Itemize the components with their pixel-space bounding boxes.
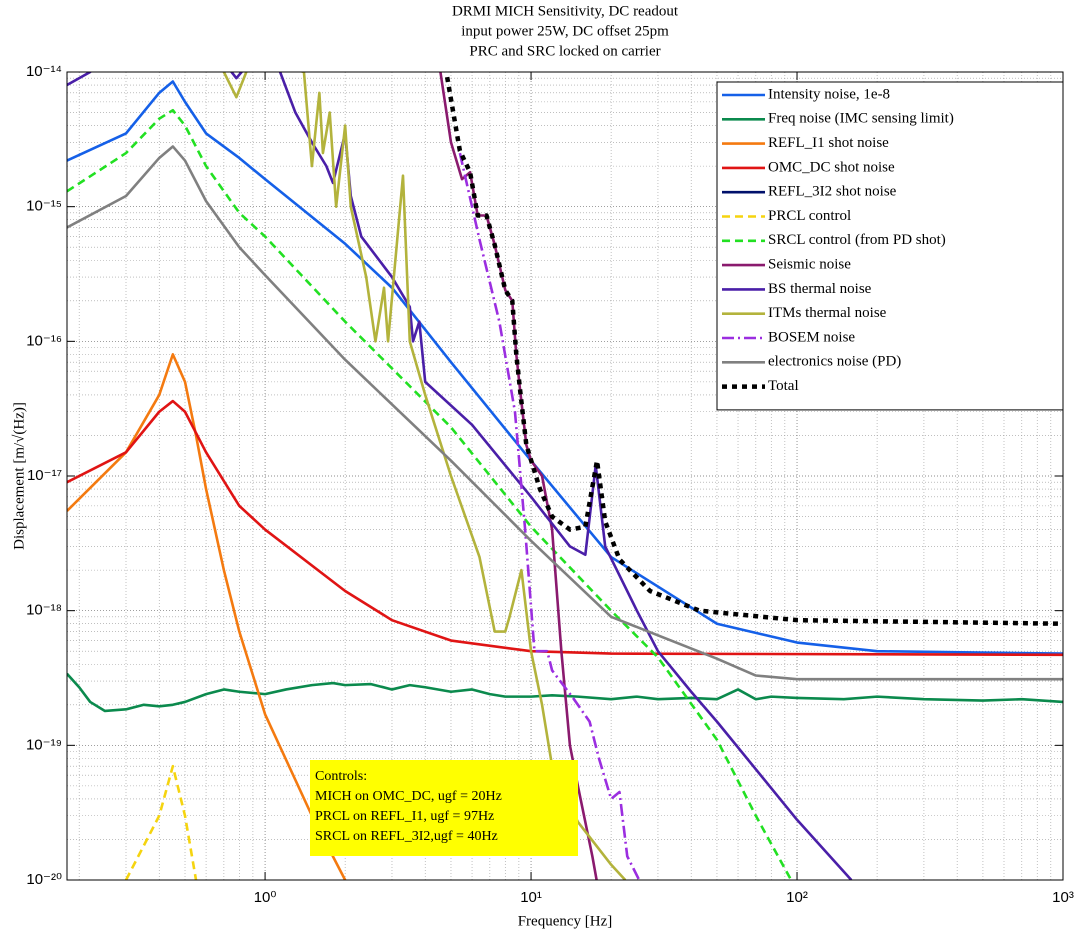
- series-line: [67, 353, 347, 880]
- legend-label: REFL_3I2 shot noise: [768, 184, 897, 200]
- series-line: [124, 764, 198, 880]
- series-line: [67, 399, 1063, 657]
- legend-label: PRCL control: [768, 208, 851, 224]
- legend-label: electronics noise (PD): [768, 354, 901, 370]
- legend-label: Intensity noise, 1e-8: [768, 86, 890, 102]
- ticks: 10⁰ 10¹ 10² 10³ 10⁻²⁰ 10⁻¹⁹ 10⁻¹⁸ 10⁻¹⁷ 10⁻¹⁶ 10⁻…: [26, 63, 1074, 906]
- x-tick-label: 10²: [786, 889, 808, 906]
- y-tick-label: 10⁻¹⁹: [26, 736, 62, 753]
- series-line: [458, 152, 641, 880]
- series-line: [443, 72, 1063, 626]
- legend-label: BS thermal noise: [768, 281, 872, 297]
- chart-subtitle: input power 25W, DC offset 25pm: [461, 23, 669, 39]
- grid: [67, 71, 1064, 881]
- series-line: [67, 145, 1063, 681]
- legend-label: Freq noise (IMC sensing limit): [768, 111, 954, 127]
- series-line: [222, 72, 627, 880]
- legend-label: BOSEM noise: [768, 329, 855, 345]
- x-tick-label: 10¹: [520, 889, 542, 906]
- annotation: Controls: MICH on OMC_DC, ugf = 20Hz PRCL …: [310, 760, 578, 856]
- y-tick-label: 10⁻¹⁴: [26, 63, 62, 80]
- annotation-text: SRCL on REFL_3I2,ugf = 40Hz: [315, 829, 498, 844]
- legend: Intensity noise, 1e-8 Freq noise (IMC sen…: [716, 81, 1064, 411]
- y-tick-label: 10⁻¹⁶: [26, 332, 62, 349]
- y-tick-label: 10⁻²⁰: [26, 871, 62, 888]
- legend-label: REFL_I1 shot noise: [768, 135, 889, 151]
- y-tick-label: 10⁻¹⁸: [26, 602, 62, 619]
- annotation-text: PRCL on REFL_I1, ugf = 97Hz: [315, 809, 494, 824]
- y-tick-label: 10⁻¹⁵: [26, 198, 62, 215]
- series-line: [67, 72, 853, 880]
- series-line: [67, 80, 1063, 655]
- series-line: [67, 672, 1063, 713]
- legend-label: SRCL control (from PD shot): [768, 232, 946, 248]
- legend-label: ITMs thermal noise: [768, 305, 887, 321]
- annotation-box: [310, 760, 578, 856]
- chart-title: DRMI MICH Sensitivity, DC readout: [452, 3, 679, 19]
- x-tick-label: 10⁰: [254, 889, 277, 906]
- x-tick-label: 10³: [1052, 889, 1074, 906]
- annotation-text: MICH on OMC_DC, ugf = 20Hz: [315, 789, 502, 804]
- annotation-text: Controls:: [315, 769, 367, 784]
- legend-label: Total: [768, 378, 799, 394]
- legend-box: [716, 81, 1064, 411]
- x-axis-label: Frequency [Hz]: [518, 913, 613, 929]
- legend-label: OMC_DC shot noise: [768, 159, 895, 175]
- plot-area: [67, 72, 1063, 880]
- chart-subtitle: PRC and SRC locked on carrier: [469, 43, 660, 59]
- y-axis-label: Displacement [m/√(Hz)]: [11, 402, 27, 550]
- y-tick-label: 10⁻¹⁷: [27, 467, 62, 484]
- legend-label: Seismic noise: [768, 257, 851, 273]
